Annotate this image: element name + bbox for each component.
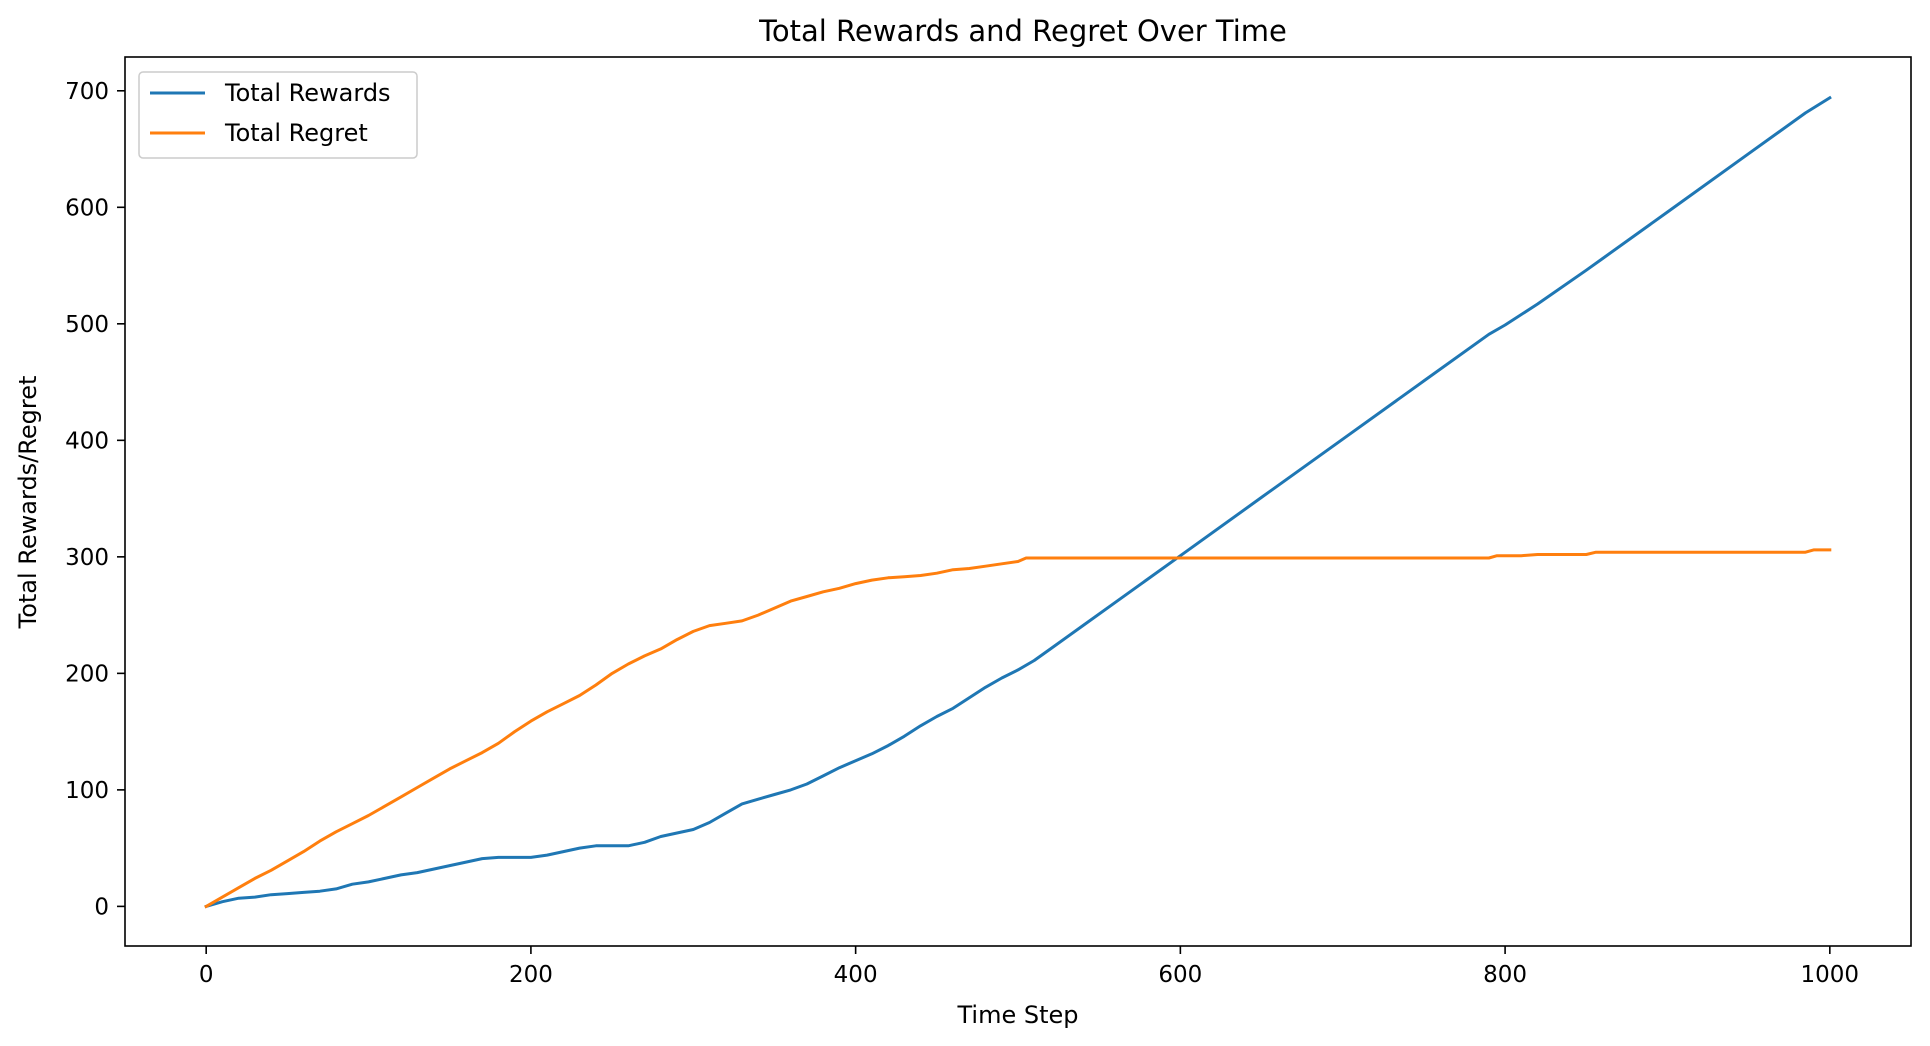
- plot-area: [124, 56, 1912, 947]
- axes-frame: [124, 56, 1912, 947]
- series-lines: [204, 95, 1832, 909]
- x-tick-label: 200: [509, 962, 553, 988]
- x-tick-label: 600: [1158, 962, 1202, 988]
- legend-label-total-regret: Total Regret: [224, 119, 368, 147]
- y-tick-label: 300: [65, 545, 109, 571]
- x-axis: 0 200 400 600 800 1000: [199, 946, 1859, 988]
- y-tick-label: 500: [65, 312, 109, 338]
- legend: Total Rewards Total Regret: [138, 71, 418, 159]
- x-tick-label: 400: [834, 962, 878, 988]
- y-axis: 0 100 200 300 400 500 600 700: [65, 79, 125, 920]
- x-axis-title: Time Step: [956, 1001, 1078, 1029]
- legend-box: [138, 71, 418, 159]
- series-line-total-regret: [204, 548, 1832, 909]
- y-tick-label: 700: [65, 79, 109, 105]
- y-tick-label: 200: [65, 661, 109, 687]
- chart-title: Total Rewards and Regret Over Time: [758, 14, 1287, 48]
- x-tick-label: 0: [199, 962, 214, 988]
- series-line-total-rewards: [204, 95, 1832, 909]
- y-tick-label: 0: [94, 894, 109, 920]
- x-tick-label: 800: [1483, 962, 1527, 988]
- legend-label-total-rewards: Total Rewards: [224, 79, 391, 107]
- y-tick-label: 100: [65, 778, 109, 804]
- x-tick-label: 1000: [1801, 962, 1860, 988]
- y-tick-label: 600: [65, 195, 109, 221]
- y-axis-title: Total Rewards/Regret: [14, 376, 42, 630]
- y-tick-label: 400: [65, 428, 109, 454]
